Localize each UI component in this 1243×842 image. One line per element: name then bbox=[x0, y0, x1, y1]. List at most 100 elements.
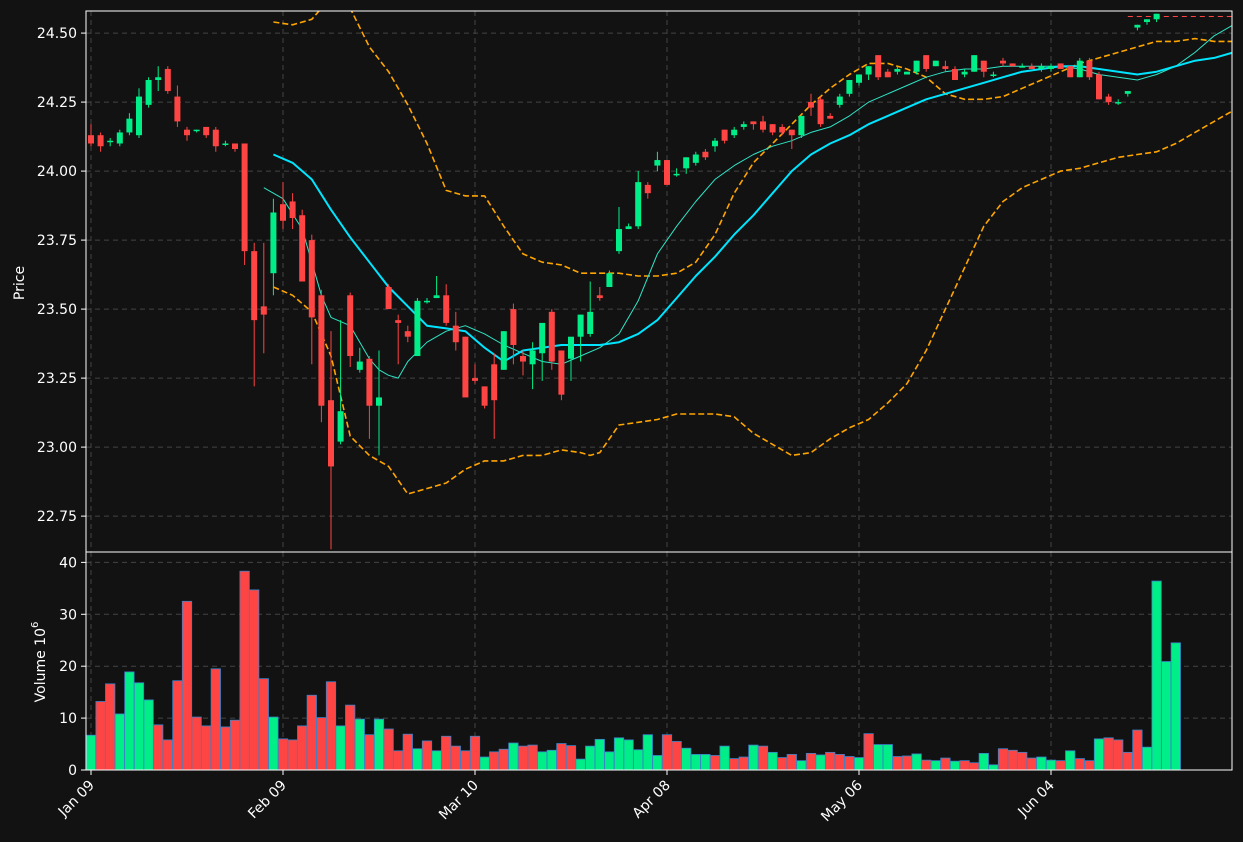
candle-body bbox=[606, 273, 613, 288]
candle-body bbox=[568, 336, 574, 359]
volume-bar bbox=[287, 739, 298, 771]
volume-bar bbox=[316, 717, 327, 771]
candle-body bbox=[990, 74, 997, 76]
volume-bar bbox=[1122, 751, 1133, 771]
volume-bar bbox=[729, 758, 740, 771]
volume-bar bbox=[748, 744, 759, 771]
candle-body bbox=[548, 311, 555, 362]
candle-body bbox=[97, 135, 104, 147]
volume-bar bbox=[959, 760, 970, 771]
price-tick-label: 23.75 bbox=[37, 233, 77, 249]
volume-bar bbox=[613, 737, 625, 771]
volume-bar bbox=[124, 671, 135, 771]
volume-bar bbox=[172, 680, 183, 771]
volume-bar bbox=[1084, 760, 1095, 771]
candle-body bbox=[596, 295, 603, 299]
candle-body bbox=[337, 411, 344, 442]
candle-body bbox=[865, 66, 872, 75]
volume-bar bbox=[479, 756, 490, 771]
candle-body bbox=[702, 151, 709, 158]
volume-bar bbox=[354, 718, 365, 771]
volume-bar bbox=[239, 570, 250, 771]
candle-body bbox=[875, 55, 882, 78]
candle-body bbox=[827, 115, 834, 119]
volume-bar bbox=[585, 745, 596, 771]
volume-bar bbox=[105, 683, 116, 771]
volume-bar bbox=[575, 758, 586, 771]
moving-average-slow-line bbox=[273, 51, 1232, 363]
volume-bar bbox=[940, 757, 951, 771]
volume-bar bbox=[181, 600, 193, 771]
candle-body bbox=[366, 358, 373, 406]
candle-body bbox=[904, 71, 910, 75]
candle-body bbox=[673, 173, 680, 176]
volume-bar bbox=[700, 754, 711, 771]
candle-body bbox=[846, 80, 853, 94]
candle-body bbox=[376, 397, 382, 406]
candle-body bbox=[779, 126, 786, 133]
volume-bar bbox=[988, 764, 999, 771]
candle-body bbox=[385, 287, 392, 310]
candle-body bbox=[116, 132, 123, 144]
candle-body bbox=[856, 74, 862, 83]
candle-body bbox=[750, 121, 757, 125]
candle-body bbox=[347, 295, 354, 357]
volume-bar bbox=[364, 734, 375, 771]
volume-bar bbox=[873, 744, 884, 771]
candle-body bbox=[212, 129, 219, 147]
price-axis-ticks: 22.75 23.00 23.25 23.50 23.75 24.00 24.25 24.50 bbox=[37, 26, 86, 525]
candle-body bbox=[510, 309, 517, 345]
volume-bar bbox=[623, 739, 634, 771]
volume-bar bbox=[460, 750, 471, 771]
price-tick-label: 23.25 bbox=[37, 371, 77, 387]
volume-bar bbox=[441, 735, 452, 771]
volume-bar bbox=[777, 757, 788, 771]
volume-bar bbox=[1161, 661, 1172, 771]
candle-body bbox=[1105, 96, 1112, 103]
volume-bar bbox=[642, 734, 653, 771]
volume-bar bbox=[489, 751, 500, 771]
candle-body bbox=[529, 350, 536, 365]
candle-body bbox=[644, 184, 651, 194]
candle-body bbox=[740, 124, 747, 127]
price-tick-label: 24.00 bbox=[37, 164, 77, 180]
candle-body bbox=[558, 350, 565, 395]
volume-bar bbox=[633, 749, 644, 771]
candle-body bbox=[1153, 13, 1160, 20]
volume-bar bbox=[661, 734, 673, 771]
volume-bar bbox=[652, 755, 663, 771]
volume-bar bbox=[709, 755, 721, 771]
volume-bar bbox=[1170, 642, 1181, 771]
volume-bar bbox=[1017, 751, 1028, 771]
volume-tick-label: 30 bbox=[59, 607, 77, 623]
candle-body bbox=[577, 314, 584, 337]
volume-bar bbox=[325, 681, 337, 771]
volume-bar bbox=[537, 751, 548, 771]
candle-body bbox=[472, 378, 478, 381]
volume-bar bbox=[431, 750, 442, 771]
candle-body bbox=[155, 77, 162, 81]
candle-body bbox=[164, 68, 171, 92]
volume-bar bbox=[556, 743, 567, 771]
volume-bar bbox=[594, 738, 605, 771]
candle-body bbox=[1038, 66, 1045, 69]
candle-body bbox=[395, 320, 402, 323]
volume-bar bbox=[268, 716, 279, 771]
candle-body bbox=[193, 129, 200, 132]
volume-panel-frame bbox=[85, 551, 1233, 771]
volume-bar bbox=[249, 589, 260, 771]
candle-body bbox=[433, 295, 440, 299]
price-tick-label: 24.50 bbox=[37, 26, 77, 42]
volume-bar bbox=[114, 713, 125, 771]
volume-bar bbox=[153, 724, 164, 771]
volume-bar bbox=[345, 704, 356, 771]
candle-body bbox=[203, 126, 210, 136]
candle-body bbox=[932, 60, 939, 67]
candle-body bbox=[1086, 60, 1093, 78]
volume-bar bbox=[383, 728, 394, 771]
candle-body bbox=[414, 300, 421, 357]
volume-axis-label-exponent: 6 bbox=[30, 622, 41, 628]
volume-bar bbox=[335, 725, 346, 771]
volume-bar bbox=[1151, 580, 1162, 771]
candle-body bbox=[174, 96, 181, 122]
